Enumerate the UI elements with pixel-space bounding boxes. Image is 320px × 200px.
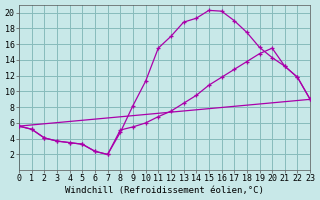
X-axis label: Windchill (Refroidissement éolien,°C): Windchill (Refroidissement éolien,°C) <box>65 186 264 195</box>
